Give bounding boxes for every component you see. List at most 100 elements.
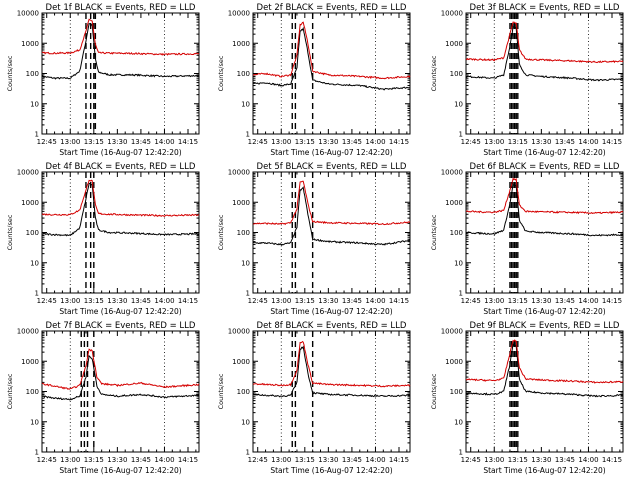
panel-title: Det 3f BLACK = Events, RED = LLD [470,3,620,13]
x-tick-label: 13:00 [60,456,80,464]
x-axis-label: Start Time (16-Aug-07 12:42:20) [59,466,181,475]
x-tick-label: 13:45 [131,297,151,305]
y-tick-label: 10 [454,100,463,108]
x-tick-label: 14:00 [154,138,174,146]
series-line-lld [252,340,411,388]
series-line-lld [465,177,624,215]
y-tick-label: 100 [26,388,39,396]
x-tick-label: 12:45 [248,138,268,146]
x-tick-label: 13:00 [484,138,504,146]
x-tick-label: 13:00 [60,138,80,146]
y-tick-label: 10000 [441,10,463,18]
x-tick-label: 13:00 [484,456,504,464]
panel-det-8: Det 8f BLACK = Events, RED = LLD Counts/s… [217,321,411,475]
panel-det-9: Det 9f BLACK = Events, RED = LLD Counts/s… [430,321,624,475]
x-tick-label: 14:00 [365,138,385,146]
plot-frame [252,12,411,135]
x-tick-label: 13:15 [84,456,104,464]
y-axis-label: Counts/sec [217,55,225,91]
x-tick-label: 13:15 [84,138,104,146]
panel-title: Det 8f BLACK = Events, RED = LLD [257,321,407,331]
x-tick-label: 14:00 [365,456,385,464]
plot-frame [252,171,411,294]
y-axis-label: Counts/sec [217,373,225,409]
x-tick-label: 12:45 [37,138,57,146]
panel-det-7: Det 7f BLACK = Events, RED = LLD Counts/s… [6,321,200,475]
x-tick-label: 13:15 [295,297,315,305]
x-axis-label: Start Time (16-Aug-07 12:42:20) [270,466,392,475]
y-axis-label: Counts/sec [6,373,14,409]
x-tick-label: 13:30 [531,297,551,305]
x-tick-label: 13:45 [342,138,362,146]
x-axis-label: Start Time (16-Aug-07 12:42:20) [59,307,181,316]
x-tick-label: 13:15 [508,297,528,305]
x-tick-label: 12:45 [461,456,481,464]
x-tick-label: 13:00 [271,138,291,146]
y-tick-label: 100 [450,388,463,396]
y-tick-label: 10 [241,259,250,267]
series-line-lld [41,348,200,390]
y-tick-label: 10000 [17,328,39,336]
x-tick-label: 13:15 [508,138,528,146]
panel-title: Det 4f BLACK = Events, RED = LLD [46,162,196,172]
x-tick-label: 13:45 [131,138,151,146]
panel-title: Det 1f BLACK = Events, RED = LLD [46,3,196,13]
x-tick-label: 13:30 [531,456,551,464]
x-tick-label: 12:45 [248,297,268,305]
y-tick-label: 1 [246,131,250,139]
y-tick-label: 10000 [17,169,39,177]
y-tick-label: 100 [450,229,463,237]
y-tick-label: 1000 [232,358,250,366]
x-axis-label: Start Time (16-Aug-07 12:42:20) [483,148,605,157]
y-tick-label: 1 [459,290,463,298]
x-tick-label: 14:00 [154,297,174,305]
x-tick-label: 14:00 [578,297,598,305]
panel-det-1: Det 1f BLACK = Events, RED = LLD Counts/s… [6,3,200,157]
y-tick-label: 100 [237,388,250,396]
series-line-events [41,182,200,237]
y-tick-label: 1 [35,131,39,139]
panel-title: Det 5f BLACK = Events, RED = LLD [257,162,407,172]
x-tick-label: 12:45 [37,297,57,305]
series-line-lld [465,21,624,64]
y-tick-label: 1 [35,290,39,298]
x-tick-label: 13:00 [60,297,80,305]
x-tick-label: 13:45 [555,297,575,305]
y-tick-label: 10 [30,259,39,267]
series-line-lld [465,339,624,384]
panel-title: Det 7f BLACK = Events, RED = LLD [46,321,196,331]
x-tick-label: 14:15 [389,138,409,146]
y-tick-label: 1 [459,449,463,457]
x-tick-label: 13:30 [318,138,338,146]
x-tick-label: 13:30 [318,456,338,464]
x-tick-label: 14:00 [578,456,598,464]
plot-frame [465,12,624,135]
x-tick-label: 13:00 [484,297,504,305]
series-line-events [465,183,623,237]
y-tick-label: 1000 [445,199,463,207]
x-tick-label: 13:30 [107,138,127,146]
y-tick-label: 10000 [228,328,250,336]
panel-det-2: Det 2f BLACK = Events, RED = LLD Counts/s… [217,3,411,157]
y-axis-label: Counts/sec [6,214,14,250]
x-tick-label: 13:45 [555,138,575,146]
y-tick-label: 10 [454,259,463,267]
y-tick-label: 1 [246,290,250,298]
x-tick-label: 13:00 [271,297,291,305]
y-tick-label: 10000 [17,10,39,18]
x-tick-label: 13:30 [107,297,127,305]
y-tick-label: 10000 [228,10,250,18]
x-tick-label: 13:15 [295,138,315,146]
y-axis-label: Counts/sec [6,55,14,91]
y-tick-label: 1000 [21,199,39,207]
y-tick-label: 10000 [441,328,463,336]
x-tick-label: 14:00 [154,456,174,464]
panel-det-5: Det 5f BLACK = Events, RED = LLD Counts/s… [217,162,411,316]
series-line-events [252,186,411,246]
y-tick-label: 100 [26,229,39,237]
x-axis-label: Start Time (16-Aug-07 12:42:20) [483,466,605,475]
x-tick-label: 14:15 [602,138,622,146]
x-axis-label: Start Time (16-Aug-07 12:42:20) [270,148,392,157]
y-tick-label: 1000 [445,358,463,366]
